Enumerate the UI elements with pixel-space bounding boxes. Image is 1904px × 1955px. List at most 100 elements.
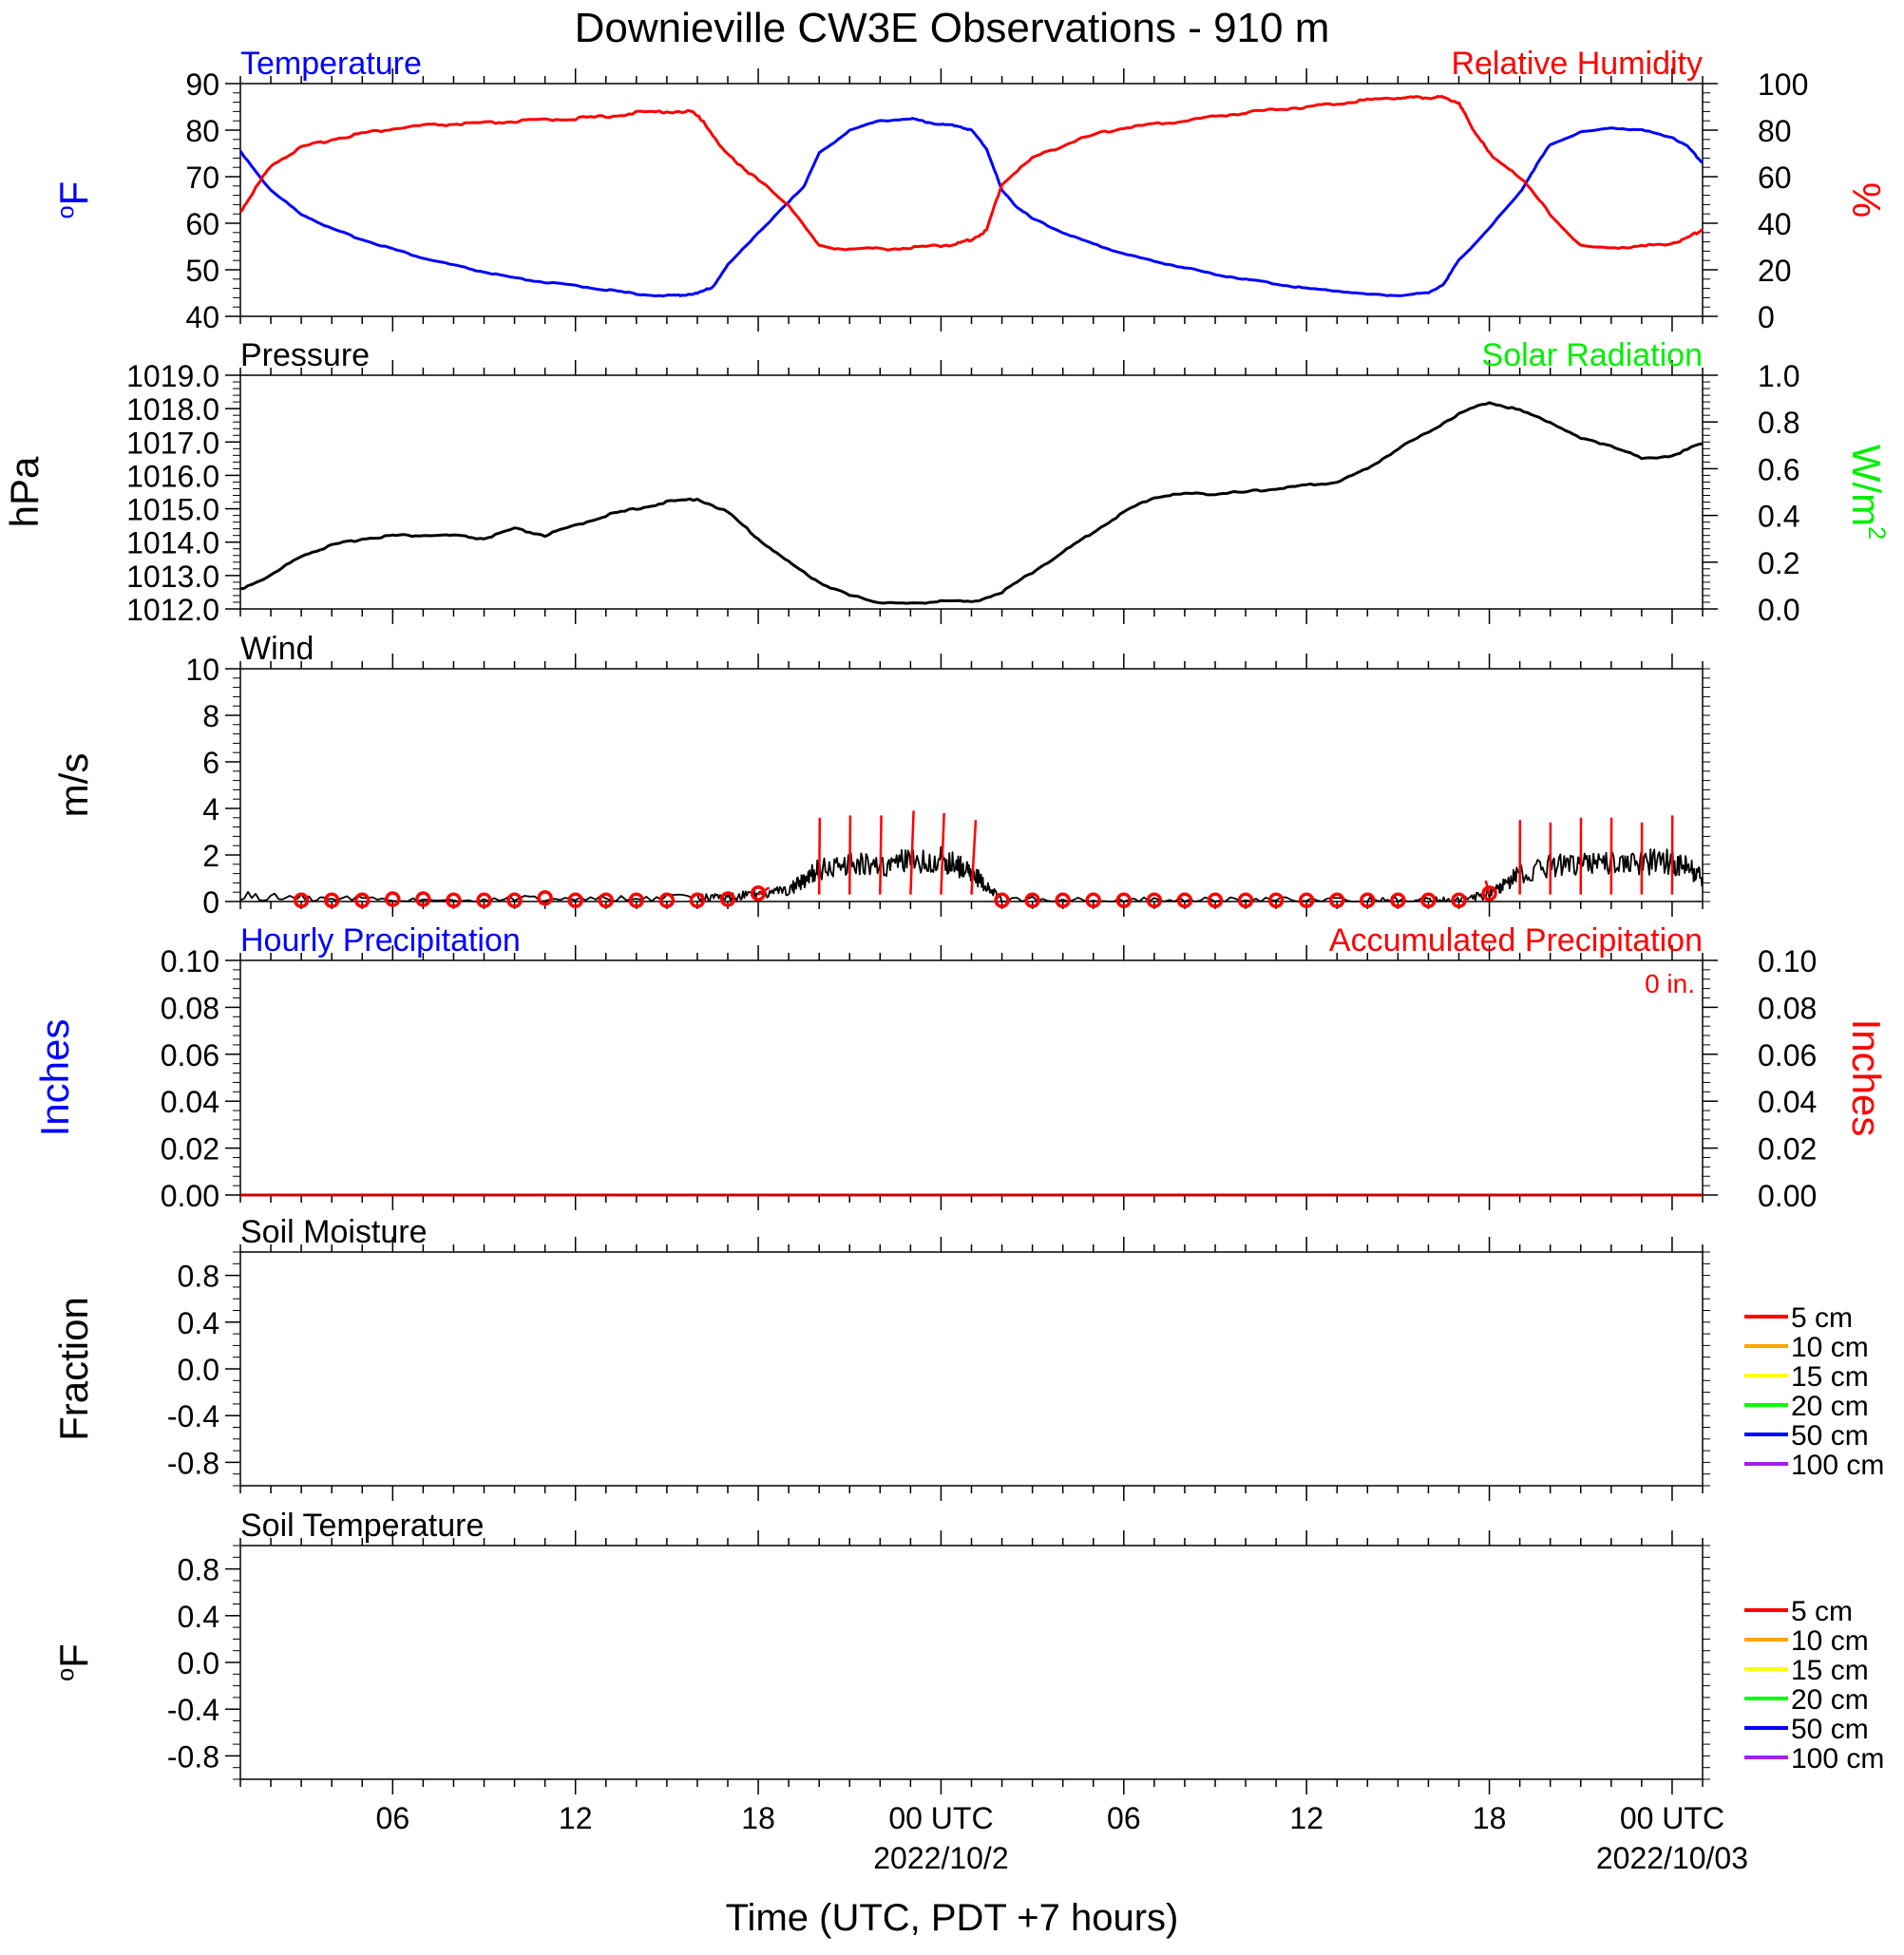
wind-direction-stick bbox=[880, 815, 881, 894]
x-tick-label: 18 bbox=[741, 1801, 775, 1835]
y2-tick-label: 0.8 bbox=[1758, 406, 1799, 440]
wind-direction-stick bbox=[819, 818, 820, 895]
x-axis-label: Time (UTC, PDT +7 hours) bbox=[726, 1897, 1179, 1939]
legend-label: 10 cm bbox=[1791, 1332, 1869, 1363]
y2-tick-label: 0.10 bbox=[1758, 944, 1817, 978]
y-tick-label: 0.04 bbox=[161, 1085, 219, 1119]
y2-tick-label: 0.06 bbox=[1758, 1038, 1817, 1072]
y-tick-label: 1013.0 bbox=[126, 560, 219, 594]
y-tick-label: 10 bbox=[185, 653, 219, 687]
panel-frame bbox=[240, 1252, 1703, 1486]
y-tick-label: -0.8 bbox=[167, 1446, 219, 1480]
legend-label: 50 cm bbox=[1791, 1714, 1869, 1745]
legend-label: 15 cm bbox=[1791, 1361, 1869, 1393]
y-tick-label: 40 bbox=[185, 300, 219, 334]
x-tick-label: 18 bbox=[1473, 1801, 1507, 1835]
panel-frame bbox=[240, 375, 1703, 609]
panel-frame bbox=[240, 960, 1703, 1195]
legend-label: 5 cm bbox=[1791, 1302, 1853, 1334]
left-axis-unit: Fraction bbox=[51, 1297, 96, 1441]
y-tick-label: 0.08 bbox=[161, 991, 219, 1025]
y-tick-label: 70 bbox=[185, 161, 219, 195]
x-tick-label: 12 bbox=[559, 1801, 593, 1835]
y-tick-label: -0.8 bbox=[167, 1739, 219, 1774]
y2-tick-label: 20 bbox=[1758, 254, 1792, 288]
pressure-line bbox=[240, 403, 1703, 603]
y2-tick-label: 0.6 bbox=[1758, 452, 1799, 486]
y-tick-label: 0.0 bbox=[178, 1646, 219, 1680]
chart-title: Downieville CW3E Observations - 910 m bbox=[575, 5, 1330, 51]
y2-tick-label: 80 bbox=[1758, 114, 1792, 148]
panel-wind: 0 2 4 6 8 10 Wind bbox=[185, 631, 1710, 920]
left-axis-unit: hPa bbox=[2, 456, 47, 527]
y-tick-label: 0.8 bbox=[178, 1553, 219, 1587]
panel-frame bbox=[240, 84, 1703, 316]
y-tick-label: 0.8 bbox=[178, 1260, 219, 1294]
left-axis-unit: oF bbox=[51, 1643, 96, 1681]
panel-frame bbox=[240, 1546, 1703, 1779]
panel-left-title: Temperature bbox=[240, 46, 422, 82]
y-tick-label: 60 bbox=[185, 207, 219, 241]
y-tick-label: 80 bbox=[185, 114, 219, 148]
y-tick-label: 0.06 bbox=[161, 1038, 219, 1072]
panel-precip: 0.000.020.040.060.080.100.000.020.040.06… bbox=[161, 922, 1818, 1213]
wind-direction-stick bbox=[910, 810, 913, 894]
panel-right-title: Relative Humidity bbox=[1451, 46, 1703, 82]
y-tick-label: 0.4 bbox=[178, 1306, 219, 1340]
y-tick-label: 0.4 bbox=[178, 1600, 219, 1634]
y-tick-label: 2 bbox=[202, 839, 219, 873]
y2-tick-label: 0.02 bbox=[1758, 1132, 1817, 1167]
panel-right-title: Solar Radiation bbox=[1482, 337, 1703, 373]
y-tick-label: 6 bbox=[202, 746, 219, 780]
y-tick-label: 90 bbox=[185, 67, 219, 102]
legend-label: 5 cm bbox=[1791, 1596, 1853, 1627]
y-tick-label: -0.4 bbox=[167, 1693, 219, 1727]
legend-label: 10 cm bbox=[1791, 1625, 1869, 1657]
y-tick-label: 4 bbox=[202, 792, 219, 826]
x-tick-label: 00 UTC bbox=[888, 1801, 993, 1835]
y-tick-label: 0.00 bbox=[161, 1179, 219, 1213]
y-tick-label: 8 bbox=[202, 699, 219, 733]
panel-soil_temp: -0.8 -0.4 0.0 0.4 0.8 Soil Temperature 5 cm10 … bbox=[167, 1508, 1885, 1794]
right-axis-unit: % bbox=[1844, 182, 1889, 218]
humidity-line bbox=[240, 96, 1703, 250]
panel-left-title: Soil Moisture bbox=[240, 1214, 428, 1250]
panel-left-title: Pressure bbox=[240, 337, 370, 373]
y-tick-label: 50 bbox=[185, 254, 219, 288]
y-tick-label: 0.10 bbox=[161, 944, 219, 978]
y-tick-label: 1019.0 bbox=[126, 359, 219, 393]
legend-label: 50 cm bbox=[1791, 1420, 1869, 1452]
y-tick-label: 0 bbox=[202, 885, 219, 920]
legend-label: 20 cm bbox=[1791, 1391, 1869, 1422]
y2-tick-label: 0.0 bbox=[1758, 593, 1799, 627]
y-tick-label: 0.0 bbox=[178, 1353, 219, 1387]
y2-tick-label: 100 bbox=[1758, 67, 1808, 102]
y-tick-label: 1016.0 bbox=[126, 459, 219, 493]
y2-tick-label: 0 bbox=[1758, 300, 1775, 334]
x-tick-label: 06 bbox=[376, 1801, 410, 1835]
y-tick-label: -0.4 bbox=[167, 1399, 219, 1433]
legend-label: 100 cm bbox=[1791, 1743, 1884, 1775]
y2-tick-label: 40 bbox=[1758, 207, 1792, 241]
right-axis-unit: Inches bbox=[1844, 1019, 1889, 1137]
y-tick-label: 1018.0 bbox=[126, 392, 219, 427]
panel-left-title: Soil Temperature bbox=[240, 1508, 484, 1544]
accum-total-label: 0 in. bbox=[1645, 969, 1695, 998]
y2-tick-label: 0.08 bbox=[1758, 991, 1817, 1025]
panel-frame bbox=[240, 669, 1703, 902]
y2-tick-label: 0.4 bbox=[1758, 500, 1799, 534]
legend-label: 15 cm bbox=[1791, 1655, 1869, 1686]
left-axis-unit: Inches bbox=[32, 1019, 77, 1137]
y-tick-label: 1017.0 bbox=[126, 426, 219, 460]
legend-label: 20 cm bbox=[1791, 1684, 1869, 1716]
left-axis-unit: m/s bbox=[51, 753, 96, 818]
y2-tick-label: 0.00 bbox=[1758, 1179, 1817, 1213]
x-tick-sublabel: 2022/10/2 bbox=[873, 1841, 1008, 1875]
y-tick-label: 0.02 bbox=[161, 1132, 219, 1167]
panel-left-title: Wind bbox=[240, 631, 314, 667]
y2-tick-label: 1.0 bbox=[1758, 359, 1799, 393]
